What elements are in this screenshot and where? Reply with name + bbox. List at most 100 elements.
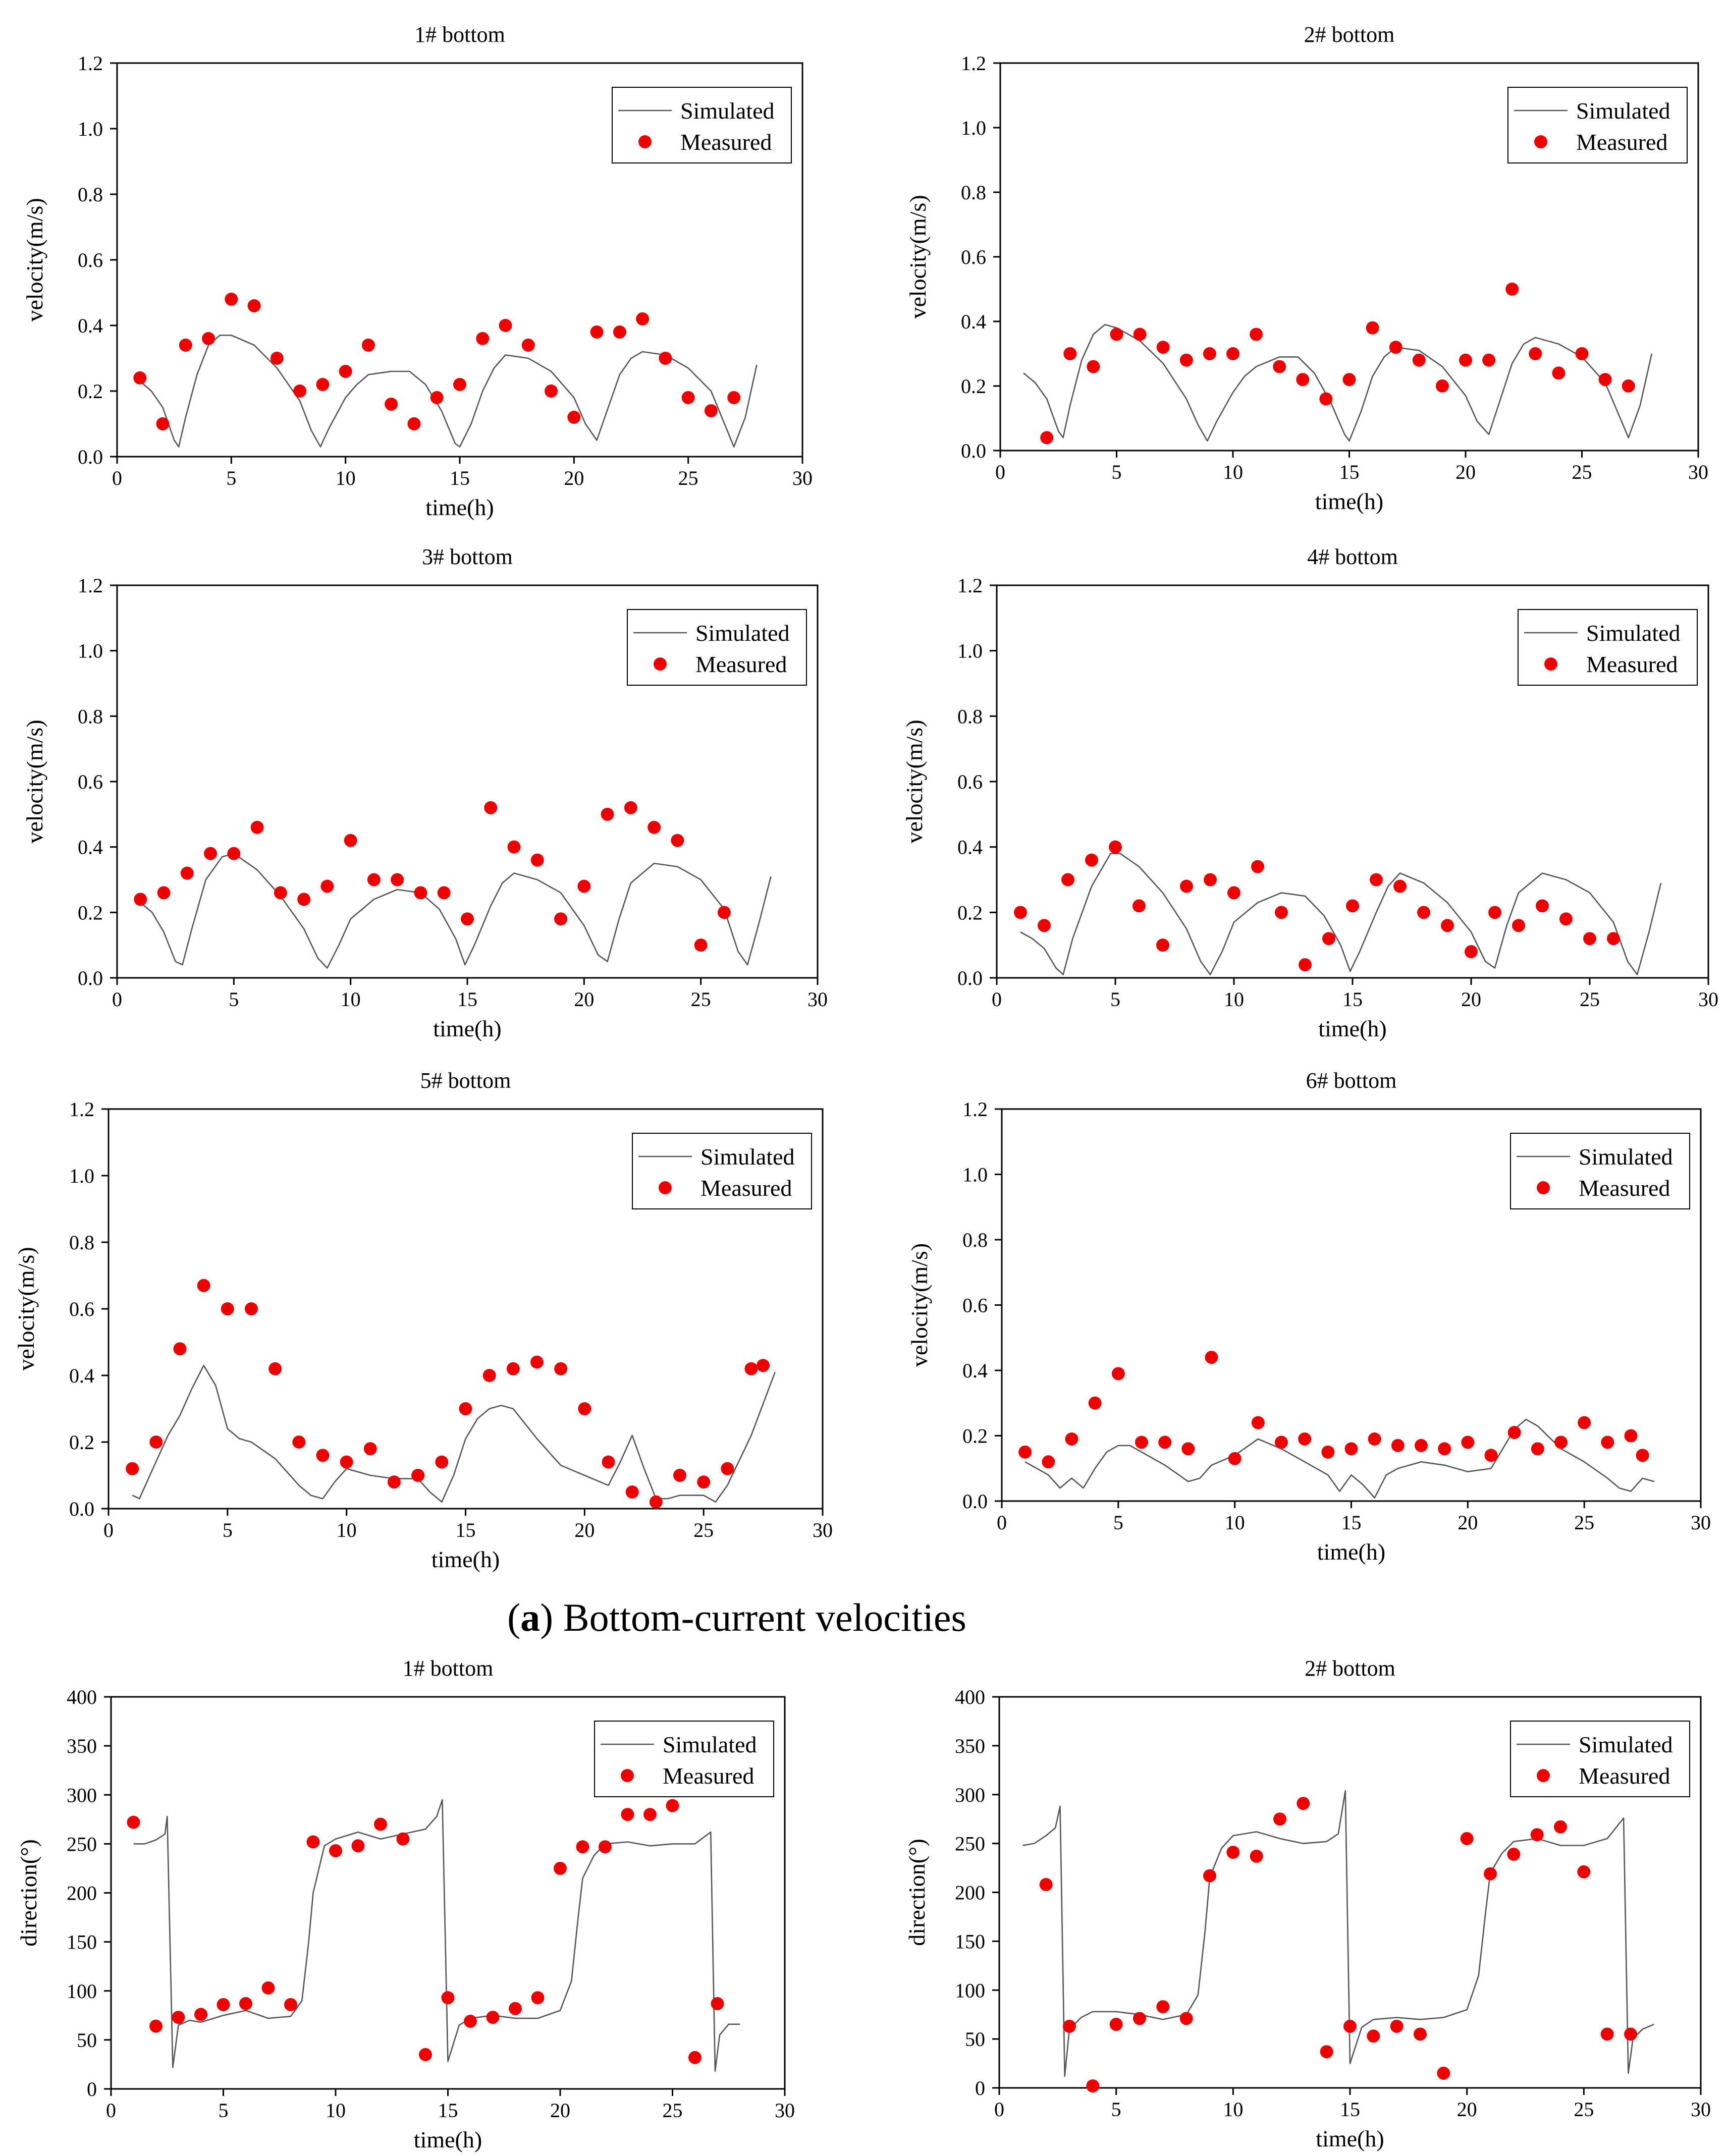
measured-point	[1412, 353, 1426, 367]
measured-point	[704, 404, 718, 417]
legend: Simulated Measured	[612, 87, 792, 163]
measured-point	[545, 384, 558, 398]
measured-point	[727, 391, 741, 404]
simulated-line	[1024, 1418, 1655, 1499]
y-tick-label: 0.4	[78, 836, 103, 859]
y-tick-label: 350	[955, 1735, 985, 1757]
x-tick-label: 10	[337, 1519, 357, 1541]
x-axis-label: time(h)	[1315, 488, 1383, 514]
x-tick-label: 20	[1458, 1511, 1478, 1534]
y-tick-label: 0.2	[961, 375, 986, 398]
measured-point	[621, 1808, 634, 1821]
y-axis-label: velocity(m/s)	[22, 720, 47, 843]
measured-point	[320, 879, 334, 893]
measured-point	[1343, 2019, 1357, 2033]
measured-point	[757, 1359, 770, 1372]
legend-simulated-label: Simulated	[1576, 98, 1670, 124]
measured-point	[554, 912, 568, 926]
measured-point	[1624, 2027, 1637, 2041]
measured-point	[507, 840, 521, 854]
measured-point	[1014, 906, 1027, 919]
y-tick-label: 0.6	[961, 246, 986, 268]
caption-a-letter: a	[520, 1595, 540, 1639]
legend-box	[612, 87, 792, 163]
x-tick-label: 15	[1339, 461, 1360, 483]
measured-point	[521, 339, 535, 352]
measured-point	[1389, 341, 1403, 354]
y-tick-label: 1.0	[962, 1164, 988, 1186]
measured-point	[1505, 283, 1519, 296]
x-tick-label: 20	[1461, 988, 1481, 1011]
legend-dot-swatch	[1544, 657, 1557, 671]
measured-point	[437, 886, 451, 900]
y-tick-label: 0.4	[78, 314, 103, 337]
x-tick-label: 15	[457, 988, 477, 1011]
measured-point	[671, 834, 684, 847]
measured-point	[1156, 938, 1169, 952]
measured-point	[127, 1815, 140, 1829]
x-tick-label: 10	[1225, 1511, 1245, 1534]
panel-title: 1# bottom	[403, 1656, 494, 1681]
legend-dot-swatch	[621, 1769, 634, 1782]
measured-point	[1087, 360, 1100, 373]
legend-dot-swatch	[1537, 1181, 1550, 1194]
measured-point	[1109, 2018, 1123, 2031]
y-tick-label: 0.8	[69, 1231, 94, 1254]
legend-simulated-label: Simulated	[700, 1144, 795, 1170]
legend: Simulated Measured	[627, 609, 807, 686]
measured-point	[430, 391, 444, 404]
measured-point	[435, 1455, 449, 1469]
x-tick-label: 0	[112, 467, 122, 489]
y-tick-label: 0.4	[962, 1359, 988, 1382]
measured-point	[1624, 1429, 1638, 1443]
y-tick-label: 0.8	[962, 1229, 988, 1251]
legend-simulated-label: Simulated	[680, 98, 775, 124]
measured-point	[1179, 2012, 1193, 2025]
measured-point	[367, 873, 381, 887]
measured-point	[1507, 1426, 1521, 1440]
panels: 1# bottom 0 5 10 15 20 25 30 0.0 0.2 0.4 0.6 0.8 1.0 1…	[13, 22, 1718, 2152]
legend-box	[1507, 87, 1688, 163]
legend: Simulated Measured	[1518, 609, 1698, 686]
measured-point	[1414, 2027, 1427, 2041]
measured-point	[744, 1362, 758, 1375]
measured-point	[1321, 1445, 1335, 1459]
measured-point	[268, 1362, 282, 1375]
measured-point	[270, 352, 284, 365]
y-tick-label: 0.8	[957, 705, 983, 728]
measured-point	[385, 398, 398, 411]
measured-point	[567, 411, 581, 424]
measured-point	[554, 1362, 568, 1375]
measured-point	[173, 1342, 187, 1356]
measured-point	[1181, 1442, 1195, 1456]
measured-point	[274, 886, 287, 900]
x-tick-label: 30	[1691, 1511, 1711, 1534]
measured-point	[316, 378, 330, 391]
measured-point	[1342, 373, 1356, 386]
measured-point	[1346, 899, 1359, 913]
x-tick-label: 5	[1112, 461, 1122, 483]
measured-point	[329, 1844, 342, 1857]
measured-point	[225, 293, 238, 306]
x-tick-label: 0	[103, 1519, 114, 1541]
measured-point	[688, 2051, 702, 2064]
measured-point	[1042, 1455, 1055, 1469]
measured-point	[407, 417, 421, 430]
measured-point	[1552, 366, 1566, 380]
measured-point	[1578, 1416, 1591, 1429]
measured-point	[1297, 1797, 1310, 1810]
measured-point	[1320, 2045, 1333, 2059]
x-tick-label: 15	[1342, 988, 1363, 1011]
legend-box	[627, 609, 807, 686]
legend-measured-label: Measured	[1579, 1763, 1670, 1789]
x-tick-label: 30	[792, 467, 813, 489]
measured-point	[1600, 2027, 1614, 2041]
legend-box	[1518, 609, 1698, 686]
y-tick-label: 200	[955, 1882, 985, 1904]
y-tick-label: 1.0	[78, 640, 103, 662]
measured-point	[1298, 1432, 1312, 1446]
measured-point	[293, 384, 307, 398]
measured-point	[1460, 1832, 1474, 1845]
